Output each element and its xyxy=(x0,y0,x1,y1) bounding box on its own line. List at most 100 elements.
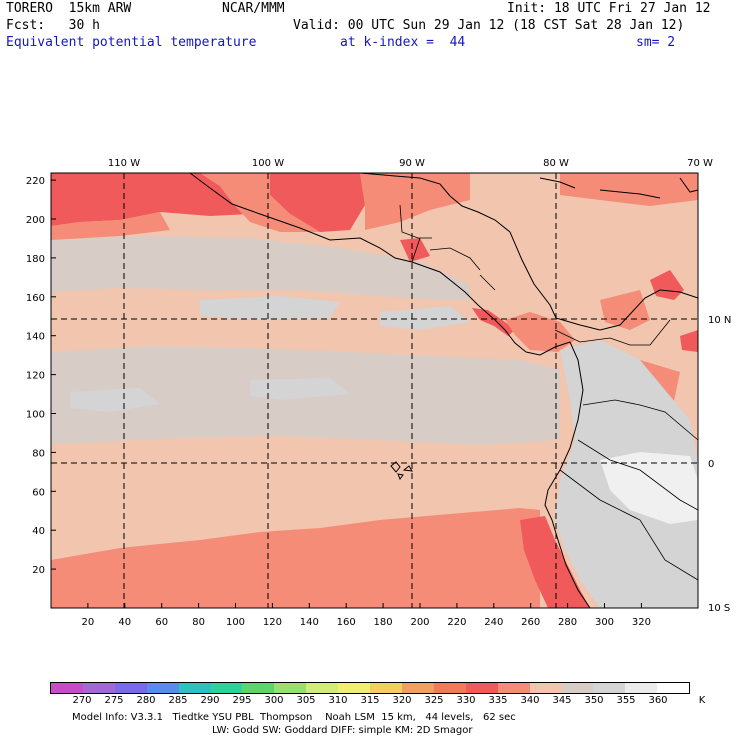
colorbar-label: 345 xyxy=(552,695,572,706)
x-tick-label: 160 xyxy=(337,617,356,628)
shade-335-south xyxy=(51,508,540,608)
borders xyxy=(399,204,699,581)
colorbar-label: 285 xyxy=(168,695,188,706)
init-time: Init: 18 UTC Fri 27 Jan 12 xyxy=(507,1,711,16)
x-axis: 20 40 60 80 100 120 140 160 180 200 220 240 260 280 30… xyxy=(82,603,651,628)
x-tick-label: 60 xyxy=(155,617,168,628)
colorbar-label: 335 xyxy=(488,695,508,706)
lat-label: 10 N xyxy=(708,315,731,326)
colorbar-segment xyxy=(401,683,434,693)
y-tick-label: 140 xyxy=(26,332,45,343)
footer-physics-info: LW: Godd SW: Goddard DIFF: simple KM: 2D… xyxy=(212,725,473,736)
colorbar-label: 315 xyxy=(360,695,380,706)
shade-330-central-america xyxy=(472,270,698,352)
yucatan-coast xyxy=(359,172,557,319)
colorbar-label: 360 xyxy=(648,695,668,706)
shade-360-amazon xyxy=(600,452,698,524)
shade-330-north xyxy=(51,173,430,262)
colorbar-segment xyxy=(51,683,83,693)
x-tick-label: 280 xyxy=(558,617,577,628)
theta-e-field xyxy=(51,173,698,608)
colorbar-label: 270 xyxy=(72,695,92,706)
colorbar-label: 355 xyxy=(616,695,636,706)
colorbar-label: 295 xyxy=(232,695,252,706)
colorbar-label: 275 xyxy=(104,695,124,706)
map-frame xyxy=(50,172,699,609)
x-tick-label: 240 xyxy=(484,617,503,628)
colorbar-label: 350 xyxy=(584,695,604,706)
y-tick-label: 60 xyxy=(32,487,45,498)
colorbar-segment xyxy=(657,683,690,693)
y-tick-label: 40 xyxy=(32,526,45,537)
colorbar-segment xyxy=(82,683,115,693)
colorbar-segment xyxy=(114,683,147,693)
lon-label: 80 W xyxy=(543,158,569,169)
y-tick-label: 20 xyxy=(32,565,45,576)
x-tick-label: 40 xyxy=(118,617,131,628)
smoothing: sm= 2 xyxy=(636,35,676,50)
lon-label: 70 W xyxy=(687,158,713,169)
colorbar-unit: K xyxy=(698,695,706,706)
lon-label: 90 W xyxy=(399,158,425,169)
forecast-hour: Fcst: 30 h xyxy=(6,18,100,33)
colorbar-label: 305 xyxy=(296,695,316,706)
lat-label: 0 xyxy=(708,459,714,470)
lat-label: 10 S xyxy=(708,603,730,614)
colorbar-segment xyxy=(338,683,371,693)
coastlines xyxy=(189,172,699,609)
colorbar-segment xyxy=(529,683,562,693)
colorbar-label: 330 xyxy=(456,695,476,706)
mexico-coast xyxy=(189,172,527,353)
colombia-coast xyxy=(555,289,699,331)
x-tick-label: 120 xyxy=(263,617,282,628)
y-tick-label: 80 xyxy=(32,448,45,459)
valid-time: Valid: 00 UTC Sun 29 Jan 12 (18 CST Sat … xyxy=(293,18,685,33)
colorbar-segment xyxy=(274,683,307,693)
colorbar-label: 300 xyxy=(264,695,284,706)
colorbar-label: 280 xyxy=(136,695,156,706)
lon-label: 100 W xyxy=(252,158,284,169)
colorbar-segment xyxy=(625,683,658,693)
colorbar-segment xyxy=(593,683,626,693)
x-tick-label: 100 xyxy=(226,617,245,628)
latitude-labels: 10 N 0 10 S xyxy=(708,315,731,614)
x-tick-label: 220 xyxy=(447,617,466,628)
lon-label: 110 W xyxy=(108,158,140,169)
pacific-sa-coast xyxy=(525,341,591,609)
colorbar-segment xyxy=(242,683,275,693)
model-name: TORERO 15km ARW xyxy=(6,1,132,16)
colorbar-segment xyxy=(465,683,498,693)
x-tick-label: 320 xyxy=(632,617,651,628)
y-axis: 20 40 60 80 100 120 140 160 180 200 220 xyxy=(26,176,56,576)
field-name: Equivalent potential temperature xyxy=(6,35,257,50)
graticule xyxy=(51,173,698,608)
shade-350-patches xyxy=(70,296,470,412)
organization: NCAR/MMM xyxy=(222,1,285,16)
y-tick-label: 100 xyxy=(26,410,45,421)
colorbar-segment xyxy=(370,683,402,693)
y-tick-label: 160 xyxy=(26,293,45,304)
shade-335-north xyxy=(51,173,698,240)
colorbar-segment xyxy=(178,683,211,693)
y-tick-label: 180 xyxy=(26,254,45,265)
y-tick-label: 220 xyxy=(26,176,45,187)
x-tick-label: 80 xyxy=(192,617,205,628)
x-tick-label: 300 xyxy=(595,617,614,628)
colorbar-segment xyxy=(433,683,466,693)
colorbar xyxy=(50,682,690,694)
x-tick-label: 140 xyxy=(300,617,319,628)
y-tick-label: 120 xyxy=(26,371,45,382)
colorbar-label: 290 xyxy=(200,695,220,706)
colorbar-segment xyxy=(561,683,594,693)
colorbar-label: 340 xyxy=(520,695,540,706)
x-tick-label: 180 xyxy=(374,617,393,628)
colorbar-segment xyxy=(497,683,530,693)
level-index: at k-index = 44 xyxy=(340,35,466,50)
colorbar-segment xyxy=(306,683,339,693)
shade-345-upper xyxy=(51,236,470,300)
longitude-labels: 110 W 100 W 90 W 80 W 70 W xyxy=(108,158,713,169)
colorbar-segment xyxy=(146,683,179,693)
x-tick-label: 260 xyxy=(521,617,540,628)
footer-model-info: Model Info: V3.3.1 Tiedtke YSU PBL Thomp… xyxy=(72,712,516,723)
